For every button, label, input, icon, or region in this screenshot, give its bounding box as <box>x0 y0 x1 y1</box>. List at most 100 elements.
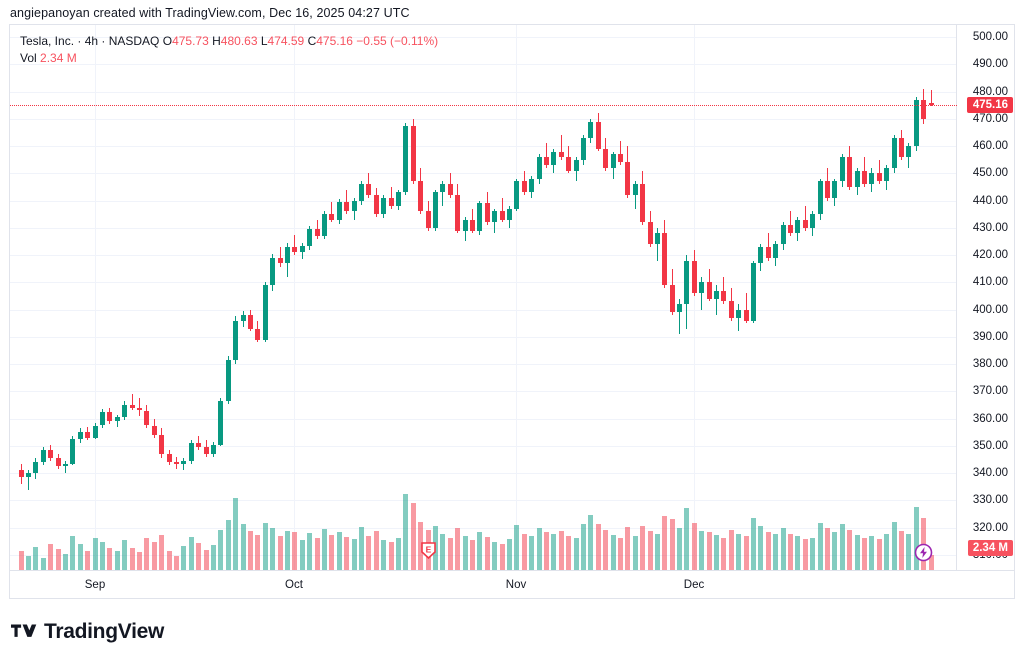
grid-line-horizontal <box>10 445 957 447</box>
volume-bar <box>565 536 571 571</box>
candle-body <box>861 170 867 185</box>
candle-body <box>210 444 216 455</box>
open-label: O <box>162 34 173 48</box>
candle-body <box>388 197 394 207</box>
candle-body <box>691 260 697 294</box>
candle-body <box>905 146 911 157</box>
candle-body <box>565 156 571 171</box>
candle-body <box>839 156 845 182</box>
volume-bar <box>891 521 897 571</box>
volume-bar <box>410 503 416 571</box>
svg-text:E: E <box>426 545 432 555</box>
volume-bar <box>343 537 349 571</box>
candle-wick <box>679 298 680 335</box>
candle-body <box>787 225 793 234</box>
candle-body <box>166 454 172 463</box>
candle-wick <box>65 460 66 474</box>
candle-body <box>706 282 712 299</box>
volume-bar <box>824 528 830 571</box>
volume-bar <box>624 527 630 571</box>
volume-bar <box>84 551 90 571</box>
candle-body <box>469 219 475 231</box>
candle-body <box>624 162 630 196</box>
volume-bar <box>780 528 786 571</box>
price-axis-tick: 430.00 <box>972 221 1008 234</box>
volume-bar <box>40 557 46 571</box>
candle-body <box>528 178 534 193</box>
volume-bar <box>617 537 623 571</box>
candle-wick <box>546 143 547 168</box>
candle-wick <box>620 140 621 166</box>
volume-bar <box>735 533 741 571</box>
volume-bar <box>77 544 83 571</box>
candle-body <box>868 173 874 185</box>
candle-body <box>129 405 135 408</box>
candle-body <box>410 125 416 182</box>
candle-body <box>32 462 38 474</box>
candle-body <box>831 181 837 198</box>
candle-body <box>854 170 860 187</box>
time-scale[interactable]: Sep Oct Nov Dec <box>10 570 1014 598</box>
volume-bar <box>462 536 468 571</box>
candle-body <box>846 156 852 187</box>
price-axis-tick: 340.00 <box>972 467 1008 480</box>
candle-body <box>284 246 290 264</box>
candle-body <box>439 184 445 193</box>
volume-bar <box>151 542 157 571</box>
earnings-marker[interactable]: E <box>421 542 436 560</box>
volume-bar <box>277 536 283 571</box>
candle-body <box>203 447 209 455</box>
candle-body <box>62 463 68 467</box>
volume-bar <box>499 544 505 571</box>
candle-body <box>69 439 75 464</box>
volume-bar <box>580 524 586 571</box>
candle-body <box>188 443 194 461</box>
volume-bar <box>129 548 135 571</box>
tradingview-wordmark: TradingView <box>44 620 165 643</box>
grid-line-vertical <box>516 25 517 571</box>
chart-plot-area[interactable] <box>10 25 957 571</box>
volume-bar <box>913 507 919 571</box>
candle-wick <box>805 206 806 231</box>
lightning-bolt-icon <box>914 543 933 562</box>
chart-container[interactable]: E Tesla, Inc. · 4h · NASDAQ O475.73 H480… <box>9 24 1015 599</box>
volume-bar <box>676 528 682 571</box>
volume-bar <box>195 543 201 571</box>
candle-wick <box>746 293 747 324</box>
candle-body <box>402 125 408 193</box>
chart-legend: Tesla, Inc. · 4h · NASDAQ O475.73 H480.6… <box>20 33 438 67</box>
candle-body <box>713 290 719 299</box>
price-scale[interactable]: 500.00 490.00 480.00 470.00 460.00 450.00 440.… <box>956 25 1014 598</box>
volume-bar <box>587 515 593 571</box>
grid-line-horizontal <box>10 146 957 148</box>
volume-bar <box>55 549 61 571</box>
candle-body <box>328 214 334 220</box>
candle-wick <box>317 219 318 239</box>
volume-bar <box>439 534 445 571</box>
volume-bar <box>158 535 164 571</box>
price-axis-tick: 480.00 <box>972 85 1008 98</box>
candle-wick <box>635 181 636 209</box>
symbol-label[interactable]: Tesla, Inc. · 4h · NASDAQ <box>20 34 160 48</box>
volume-bar <box>321 529 327 571</box>
volume-bar <box>447 537 453 571</box>
volume-bar <box>262 523 268 571</box>
grid-line-horizontal <box>10 527 957 529</box>
candle-body <box>536 156 542 179</box>
volume-bar <box>550 534 556 571</box>
flash-marker[interactable] <box>914 543 933 562</box>
candle-wick <box>280 246 281 268</box>
volume-bar <box>247 531 253 571</box>
attribution-text: angiepanoyan created with TradingView.co… <box>10 6 410 20</box>
volume-bar <box>647 531 653 571</box>
candle-wick <box>502 197 503 223</box>
volume-bar <box>491 541 497 571</box>
volume-bar <box>706 532 712 571</box>
volume-bar <box>299 540 305 571</box>
volume-bar <box>573 538 579 571</box>
volume-bar <box>351 539 357 571</box>
volume-bar <box>114 551 120 571</box>
candle-body <box>639 184 645 223</box>
grid-line-horizontal <box>10 91 957 93</box>
grid-line-horizontal <box>10 255 957 257</box>
